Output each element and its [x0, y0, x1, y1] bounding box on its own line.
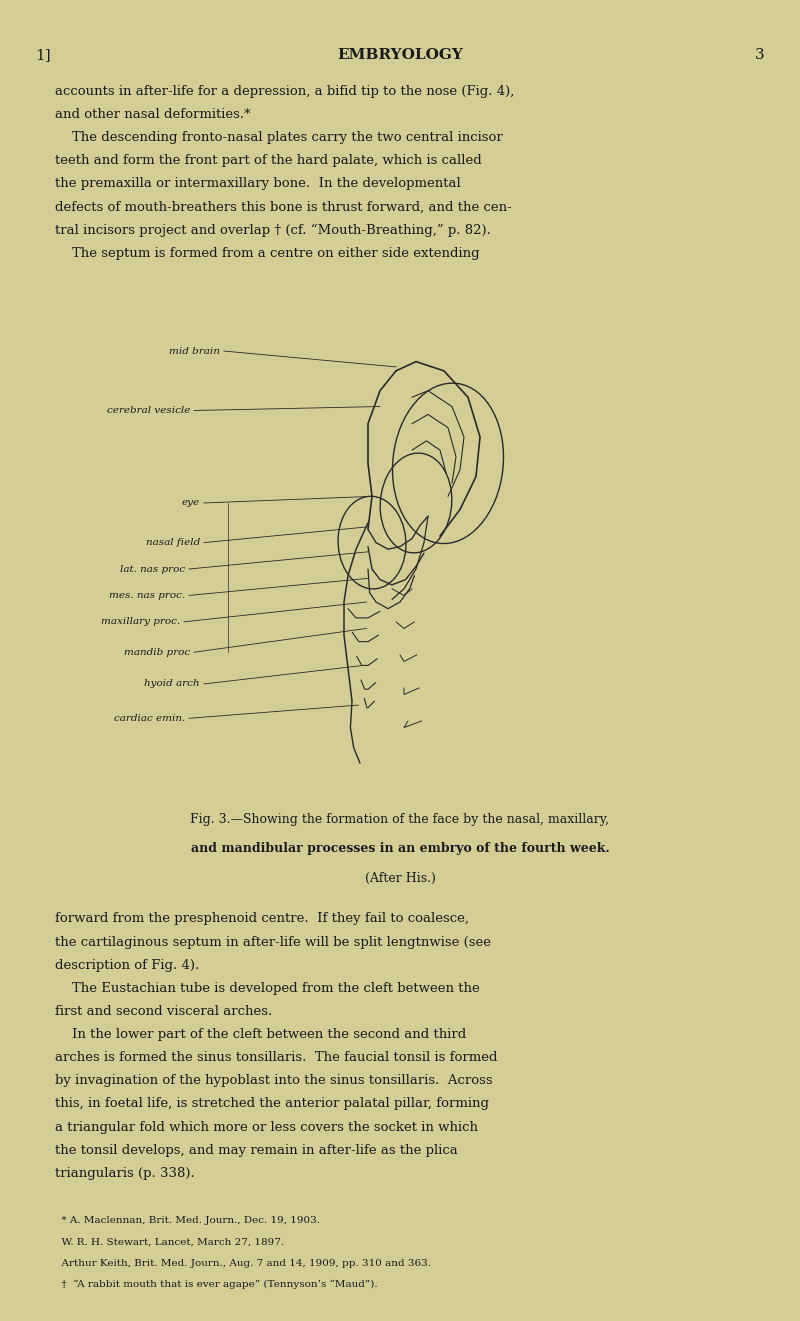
- Text: arches is formed the sinus tonsillaris.  The faucial tonsil is formed: arches is formed the sinus tonsillaris. …: [55, 1052, 498, 1065]
- Text: lat. nas proc: lat. nas proc: [120, 564, 185, 573]
- Text: mes. nas proc.: mes. nas proc.: [109, 590, 185, 600]
- Text: 1]: 1]: [35, 48, 50, 62]
- Text: maxillary proc.: maxillary proc.: [101, 617, 180, 626]
- Text: first and second visceral arches.: first and second visceral arches.: [55, 1005, 272, 1018]
- Text: The descending fronto-nasal plates carry the two central incisor: The descending fronto-nasal plates carry…: [55, 131, 502, 144]
- Text: this, in foetal life, is stretched the anterior palatal pillar, forming: this, in foetal life, is stretched the a…: [55, 1098, 489, 1111]
- Text: mandib proc: mandib proc: [124, 647, 190, 657]
- Text: nasal field: nasal field: [146, 538, 200, 547]
- Text: The Eustachian tube is developed from the cleft between the: The Eustachian tube is developed from th…: [55, 982, 480, 995]
- Text: The septum is formed from a centre on either side extending: The septum is formed from a centre on ei…: [55, 247, 480, 260]
- Text: cardiac emin.: cardiac emin.: [114, 713, 185, 723]
- Text: defects of mouth-breathers this bone is thrust forward, and the cen-: defects of mouth-breathers this bone is …: [55, 201, 512, 214]
- Text: by invagination of the hypoblast into the sinus tonsillaris.  Across: by invagination of the hypoblast into th…: [55, 1074, 493, 1087]
- Text: and mandibular processes in an embryo of the fourth week.: and mandibular processes in an embryo of…: [190, 843, 610, 856]
- Text: cerebral vesicle: cerebral vesicle: [106, 406, 190, 415]
- Text: a triangular fold which more or less covers the socket in which: a triangular fold which more or less cov…: [55, 1120, 478, 1133]
- Text: †  “A rabbit mouth that is ever agape” (Tennyson’s “Maud”).: † “A rabbit mouth that is ever agape” (T…: [55, 1280, 378, 1289]
- Text: description of Fig. 4).: description of Fig. 4).: [55, 959, 199, 972]
- Text: accounts in after-life for a depression, a bifid tip to the nose (Fig. 4),: accounts in after-life for a depression,…: [55, 85, 514, 98]
- Text: In the lower part of the cleft between the second and third: In the lower part of the cleft between t…: [55, 1028, 466, 1041]
- Text: Arthur Keith, Brit. Med. Journ., Aug. 7 and 14, 1909, pp. 310 and 363.: Arthur Keith, Brit. Med. Journ., Aug. 7 …: [55, 1259, 431, 1268]
- Text: EMBRYOLOGY: EMBRYOLOGY: [337, 48, 463, 62]
- Text: mid brain: mid brain: [169, 346, 220, 355]
- Text: the tonsil develops, and may remain in after-life as the plica: the tonsil develops, and may remain in a…: [55, 1144, 458, 1157]
- Text: W. R. H. Stewart, Lancet, March 27, 1897.: W. R. H. Stewart, Lancet, March 27, 1897…: [55, 1238, 284, 1247]
- Text: tral incisors project and overlap † (cf. “Mouth-Breathing,” p. 82).: tral incisors project and overlap † (cf.…: [55, 223, 491, 236]
- Text: teeth and form the front part of the hard palate, which is called: teeth and form the front part of the har…: [55, 155, 482, 168]
- Text: hyoid arch: hyoid arch: [145, 679, 200, 688]
- Text: eye: eye: [182, 498, 200, 507]
- Text: the premaxilla or intermaxillary bone.  In the developmental: the premaxilla or intermaxillary bone. I…: [55, 177, 461, 190]
- Text: Fig. 3.—Showing the formation of the face by the nasal, maxillary,: Fig. 3.—Showing the formation of the fac…: [190, 814, 610, 827]
- Text: * A. Maclennan, Brit. Med. Journ., Dec. 19, 1903.: * A. Maclennan, Brit. Med. Journ., Dec. …: [55, 1217, 320, 1226]
- Text: the cartilaginous septum in after-life will be split lengtnwise (see: the cartilaginous septum in after-life w…: [55, 935, 491, 948]
- Text: 3: 3: [755, 48, 765, 62]
- Text: forward from the presphenoid centre.  If they fail to coalesce,: forward from the presphenoid centre. If …: [55, 913, 469, 926]
- Text: and other nasal deformities.*: and other nasal deformities.*: [55, 108, 250, 122]
- Text: triangularis (p. 338).: triangularis (p. 338).: [55, 1166, 194, 1180]
- Text: (After His.): (After His.): [365, 872, 435, 885]
